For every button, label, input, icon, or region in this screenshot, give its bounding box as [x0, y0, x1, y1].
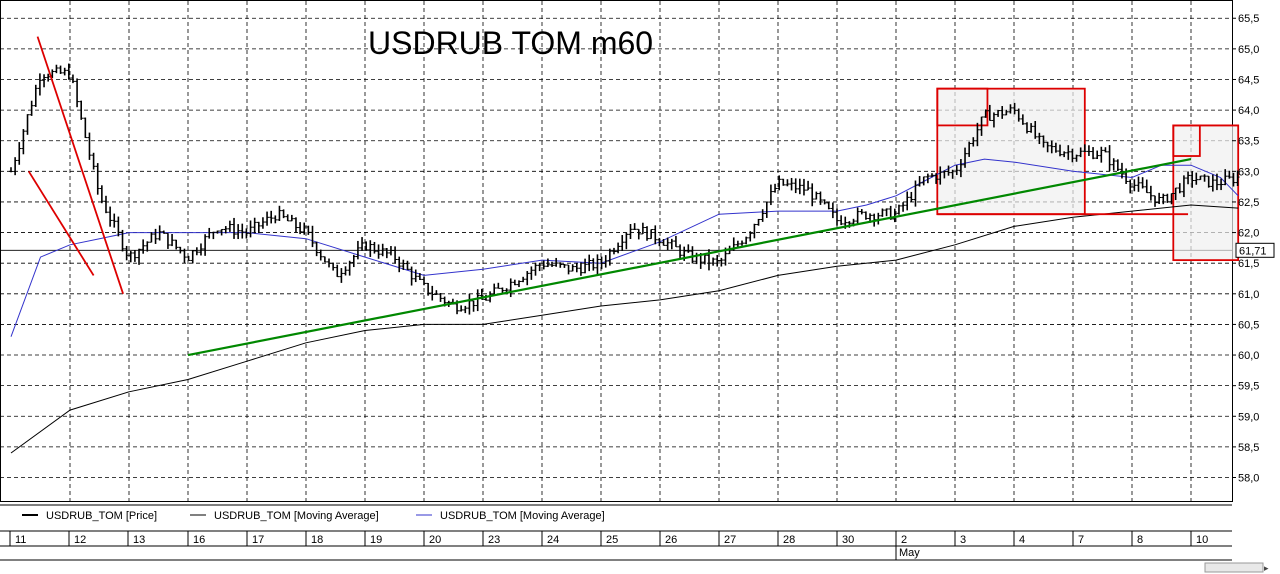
x-tick-label: 30 [842, 534, 854, 546]
moving-average-line [10, 158, 1239, 337]
x-tick-label: 10 [1196, 534, 1208, 546]
y-tick-label: 61,0 [1238, 289, 1259, 301]
x-tick-label: 16 [193, 534, 205, 546]
y-tick-label: 60,5 [1238, 319, 1259, 331]
x-tick-label: 13 [133, 534, 145, 546]
chart-title: USDRUB TOM m60 [368, 25, 653, 61]
month-label: May [899, 547, 920, 559]
y-tick-label: 58,0 [1238, 473, 1259, 485]
y-tick-label: 64,0 [1238, 105, 1259, 117]
y-tick-label: 64,5 [1238, 74, 1259, 86]
price-bars [9, 63, 1240, 315]
moving-average-line [10, 204, 1239, 454]
y-tick-label: 60,0 [1238, 350, 1259, 362]
legend: USDRUB_TOM [Price] USDRUB_TOM [Moving Ave… [0, 504, 1232, 522]
last-value-box [1235, 242, 1275, 258]
x-tick-label: 8 [1137, 534, 1143, 546]
trendline [187, 158, 1192, 357]
x-tick-label: 17 [252, 534, 264, 546]
y-tick-label: 63,5 [1238, 136, 1259, 148]
x-tick-label: 25 [606, 534, 618, 546]
legend-entry: USDRUB_TOM [Moving Average] [440, 510, 605, 522]
grid [0, 0, 1233, 502]
x-tick-label: 3 [960, 534, 966, 546]
x-tick-label: 18 [311, 534, 323, 546]
last-value-label: 61,71 [1239, 245, 1267, 257]
x-tick-label: 4 [1019, 534, 1025, 546]
x-tick-label: 19 [370, 534, 382, 546]
trendline [27, 170, 95, 276]
trendline [36, 36, 124, 295]
x-tick-label: 28 [783, 534, 795, 546]
annotation-rectangle [936, 87, 989, 127]
x-tick-label: 26 [665, 534, 677, 546]
last-value-marker: 61,71 [1235, 242, 1275, 258]
x-tick-label: 2 [901, 534, 907, 546]
y-tick-label: 62,5 [1238, 197, 1259, 209]
legend-entry: USDRUB_TOM [Moving Average] [214, 510, 379, 522]
y-tick-label: 61,5 [1238, 258, 1259, 270]
y-tick-label: 65,5 [1238, 13, 1259, 25]
y-tick-label: 63,0 [1238, 166, 1259, 178]
x-tick-label: 20 [429, 534, 441, 546]
x-tick-label: 11 [15, 534, 26, 546]
x-tick-label: 23 [488, 534, 500, 546]
scroll-right-arrow-icon[interactable]: ▸ [1264, 564, 1269, 574]
horizontal-scrollbar[interactable] [1204, 562, 1264, 573]
y-tick-label: 59,0 [1238, 411, 1259, 423]
x-tick-label: 7 [1078, 534, 1084, 546]
y-tick-label: 65,0 [1238, 44, 1259, 56]
y-tick-label: 58,5 [1238, 442, 1259, 454]
series-lines [10, 158, 1239, 454]
x-tick-label: 12 [74, 534, 86, 546]
legend-entry: USDRUB_TOM [Price] [46, 510, 157, 522]
x-tick-label: 24 [547, 534, 559, 546]
y-axis: 58,0 58,5 59,0 59,5 60,0 60,5 61,0 61,5 62,0 62,5… [1232, 13, 1259, 485]
annotation-rectangle [1172, 124, 1240, 262]
y-tick-label: 59,5 [1238, 381, 1259, 393]
x-tick-label: 27 [724, 534, 736, 546]
y-tick-label: 62,0 [1238, 228, 1259, 240]
trendlines [27, 36, 1239, 357]
